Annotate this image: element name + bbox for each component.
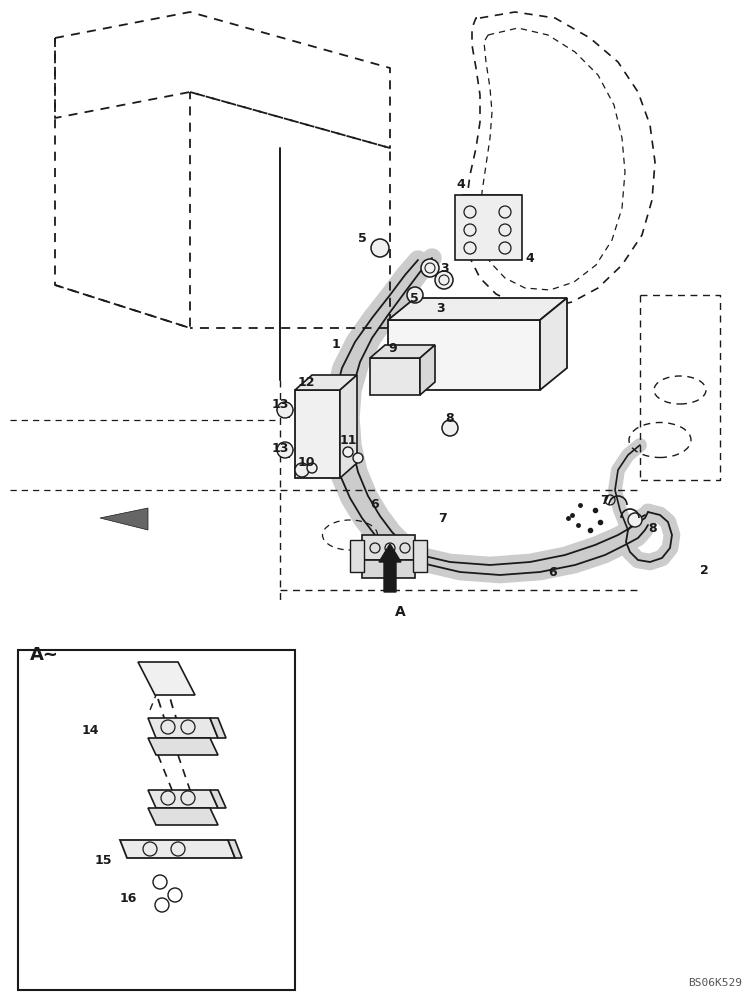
Text: 8: 8 — [648, 522, 657, 534]
Polygon shape — [413, 540, 427, 572]
Circle shape — [343, 447, 353, 457]
Circle shape — [155, 898, 169, 912]
Circle shape — [277, 442, 293, 458]
Polygon shape — [295, 375, 357, 390]
Circle shape — [435, 271, 453, 289]
Circle shape — [168, 888, 182, 902]
Text: 5: 5 — [410, 292, 419, 304]
Text: 13: 13 — [272, 398, 290, 412]
Text: 3: 3 — [436, 302, 445, 314]
Polygon shape — [148, 718, 218, 738]
Text: 16: 16 — [120, 892, 138, 904]
Text: 10: 10 — [298, 456, 315, 468]
Text: 4: 4 — [525, 251, 534, 264]
Polygon shape — [148, 808, 218, 825]
Circle shape — [421, 259, 439, 277]
Polygon shape — [120, 840, 235, 858]
Text: 12: 12 — [298, 375, 315, 388]
Polygon shape — [463, 195, 520, 252]
Text: 2: 2 — [700, 564, 709, 576]
Circle shape — [371, 239, 389, 257]
Polygon shape — [370, 345, 435, 358]
Text: 3: 3 — [440, 261, 448, 274]
Polygon shape — [455, 195, 522, 260]
Polygon shape — [420, 345, 435, 395]
Circle shape — [442, 420, 458, 436]
Text: 9: 9 — [388, 342, 397, 355]
Text: 7: 7 — [438, 512, 447, 524]
Circle shape — [307, 463, 317, 473]
Polygon shape — [148, 790, 218, 808]
Polygon shape — [388, 320, 540, 390]
Polygon shape — [295, 390, 340, 478]
Polygon shape — [350, 540, 364, 572]
Polygon shape — [540, 298, 567, 390]
Text: 4: 4 — [456, 178, 465, 192]
Circle shape — [407, 287, 423, 303]
FancyArrow shape — [379, 544, 401, 592]
Circle shape — [153, 875, 167, 889]
Text: 1: 1 — [332, 338, 341, 352]
Text: 11: 11 — [340, 434, 358, 446]
Polygon shape — [100, 508, 148, 530]
Text: A: A — [395, 605, 406, 619]
Polygon shape — [210, 718, 226, 738]
Circle shape — [295, 463, 309, 477]
Circle shape — [277, 402, 293, 418]
Text: A~: A~ — [30, 646, 59, 664]
Text: BS06K529: BS06K529 — [688, 978, 742, 988]
Polygon shape — [340, 375, 357, 478]
Text: 14: 14 — [82, 724, 100, 736]
Text: 7: 7 — [600, 493, 609, 506]
Text: 15: 15 — [95, 854, 113, 866]
Polygon shape — [210, 790, 226, 808]
Text: 5: 5 — [358, 232, 367, 244]
Circle shape — [628, 513, 642, 527]
Text: 6: 6 — [370, 498, 379, 512]
Polygon shape — [388, 298, 567, 320]
Polygon shape — [138, 662, 195, 695]
Text: 8: 8 — [445, 412, 454, 424]
Text: 6: 6 — [548, 566, 556, 578]
Polygon shape — [370, 358, 420, 395]
Polygon shape — [228, 840, 242, 858]
Text: 13: 13 — [272, 442, 290, 454]
Polygon shape — [362, 535, 415, 560]
Polygon shape — [148, 738, 218, 755]
Circle shape — [353, 453, 363, 463]
Polygon shape — [362, 560, 415, 578]
